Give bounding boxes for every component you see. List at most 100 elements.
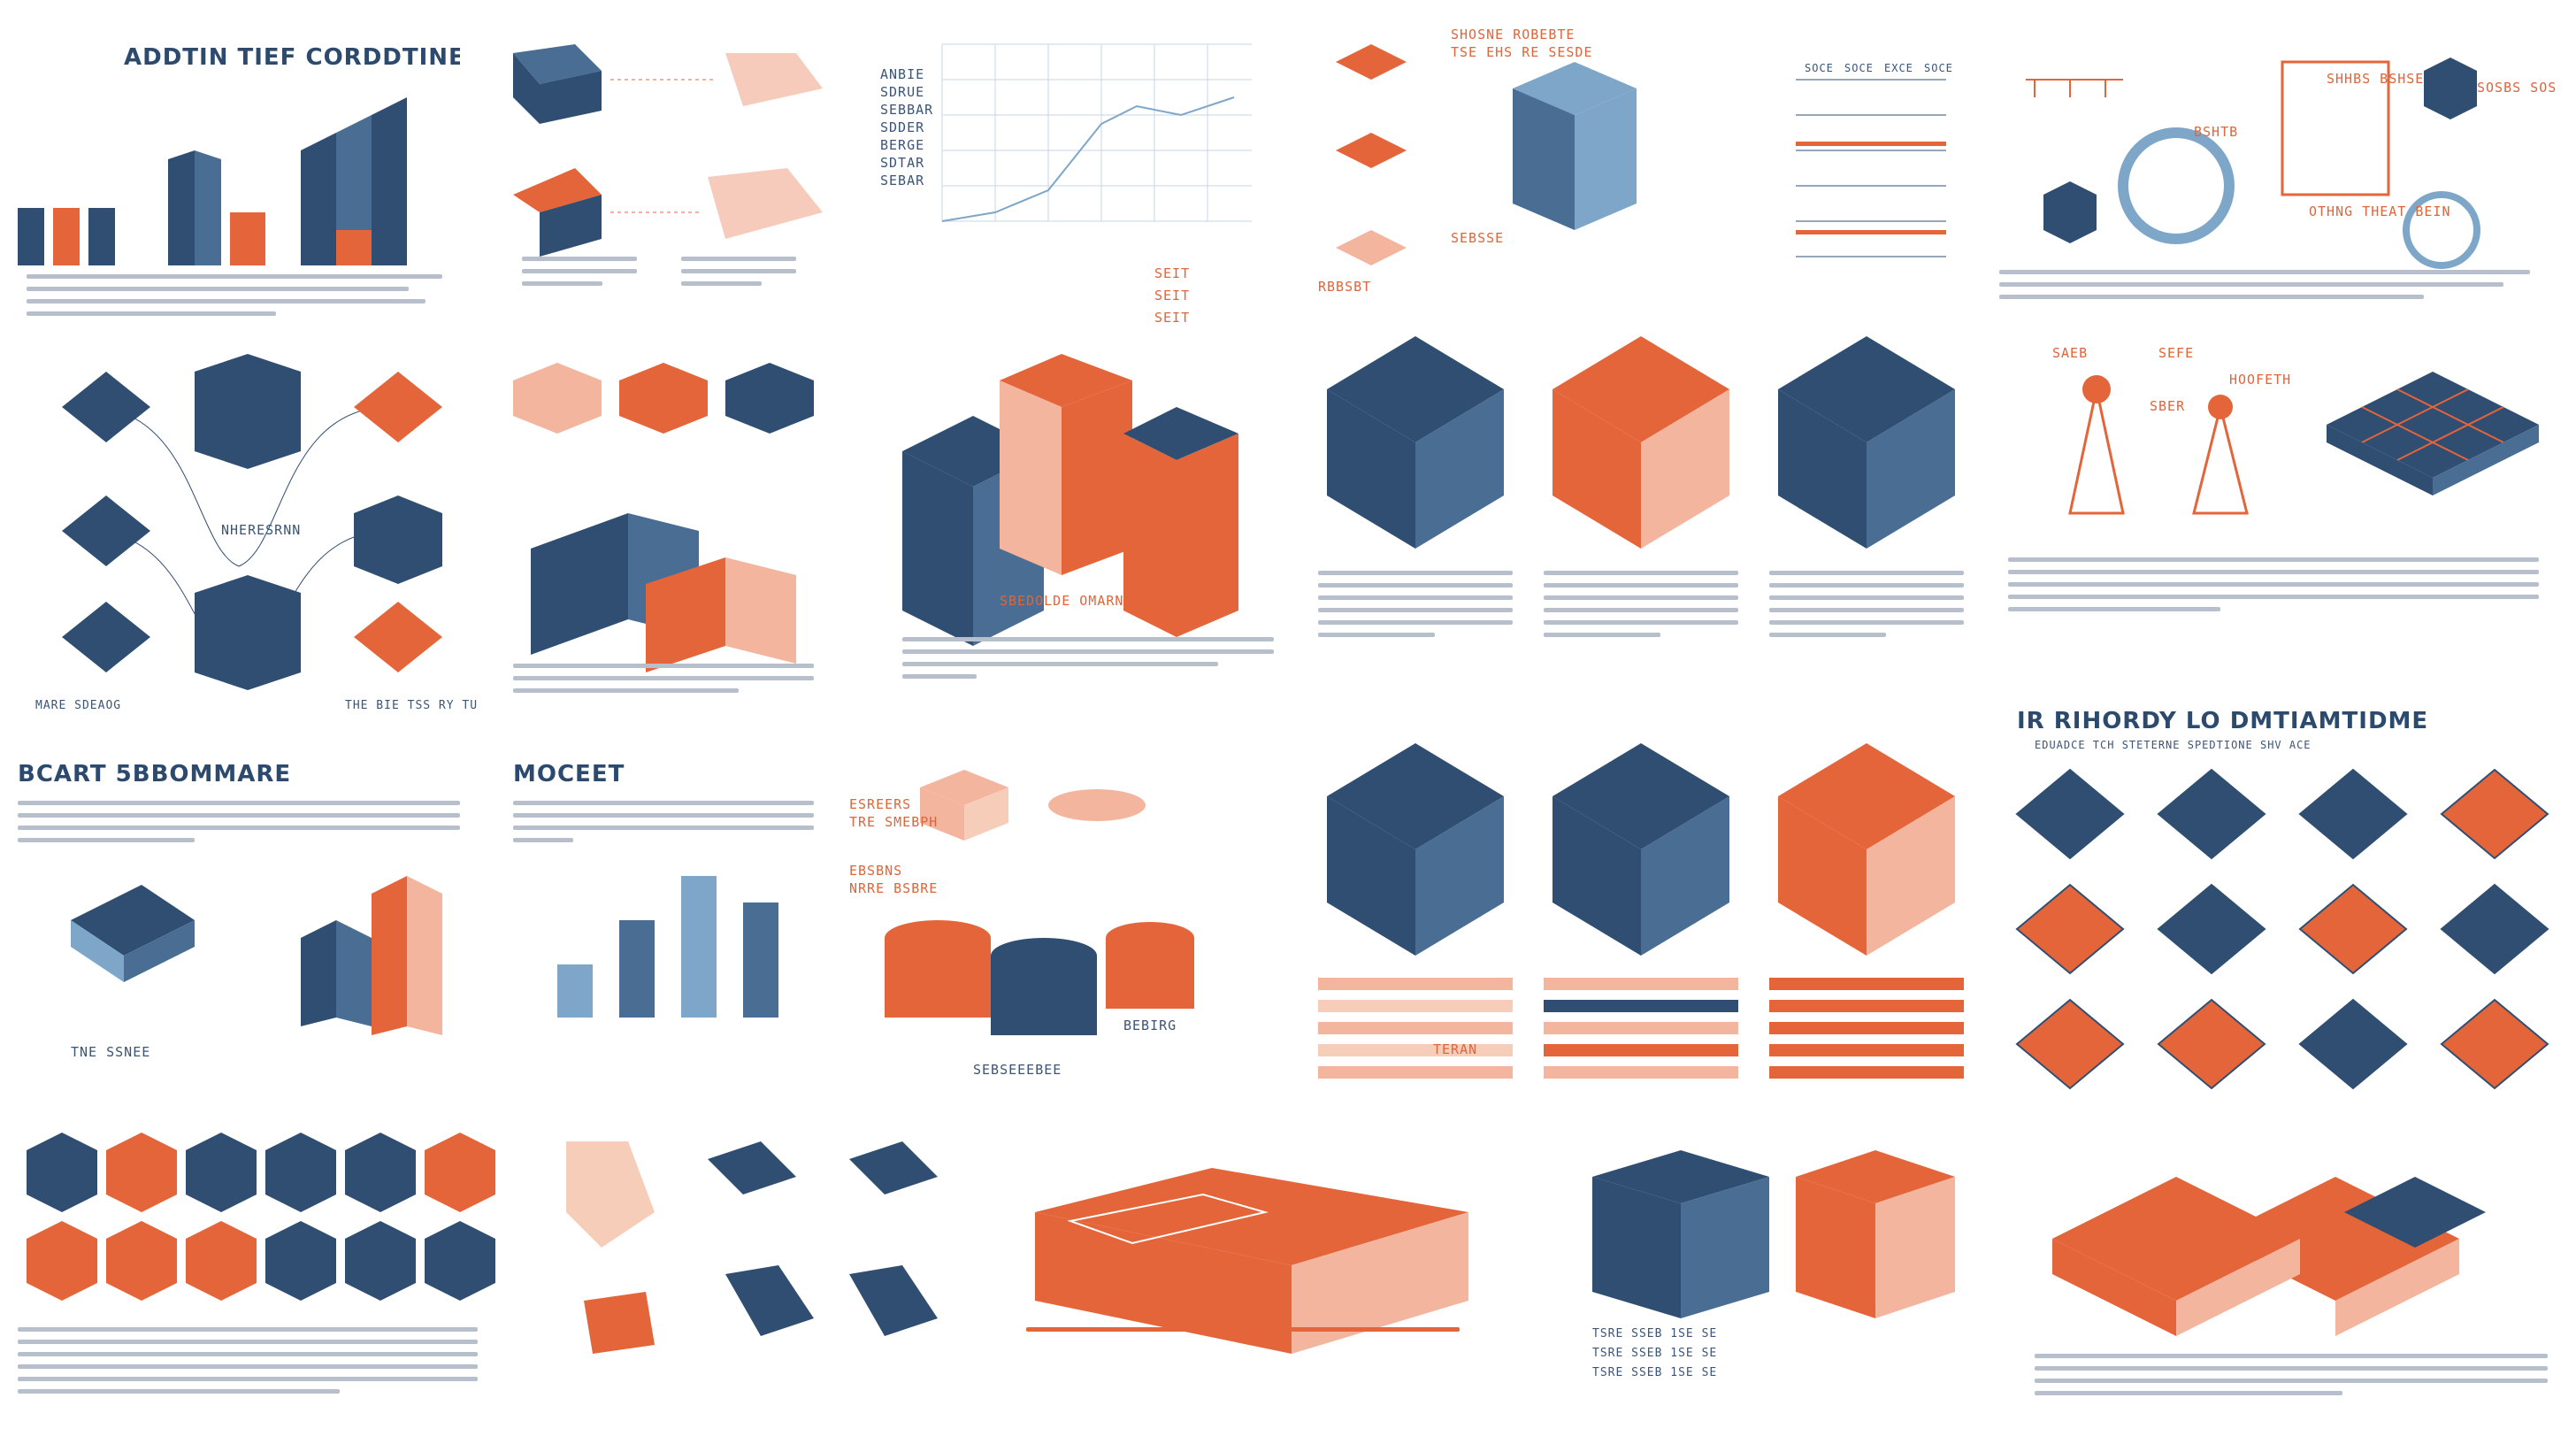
label: BEBIRG [1123,1018,1177,1033]
data-row: TSRE SSEB 1SE SE [1592,1366,1718,1379]
isometric-platform-icon [1035,1168,1468,1354]
legend-label: SEIT [1154,288,1191,303]
label: SAEB [2052,345,2089,361]
tile-title: ADDTIN TIEF CORDDTINE [124,44,460,71]
tile-title: MOCEET [513,761,625,787]
grid-platform-icon [2068,372,2539,515]
label: SEBSEEEBEE [973,1062,1062,1078]
label: TSE EHS RE SESDE [1451,44,1593,60]
subtitle: EDUADCE TCH STETERNE SPEDTIONE SHV ACE [2035,739,2312,751]
tile-8 [495,354,849,726]
text-block [27,274,442,324]
text-block [1265,1327,1460,1340]
stacked-server-icon [71,876,442,1035]
legend-label: SEIT [1154,265,1191,281]
pale-box-icon [1336,44,1637,265]
text-block [513,664,814,701]
navy-cube-icon [1592,1150,1955,1318]
tile-7: NHERESRNN MARE SDEAOG THE BIE TSS RY TUH… [18,354,478,726]
label: HOOFETH [2229,372,2292,388]
tile-10 [1318,336,1522,726]
network-ring-icon [2026,58,2480,269]
text-block [2035,1354,2548,1403]
navy-cube-icon [1327,336,1504,549]
text-block [1999,270,2530,307]
table-header: SOCE [1805,62,1834,74]
text-block [18,1327,478,1402]
axis-label: SEBAR [880,173,925,188]
tile-title: BCART 5BBOMMARE [18,761,292,787]
cube-network-icon [62,354,442,690]
tower-cube-icon [902,354,1238,646]
tile-22 [548,1124,955,1425]
cube-pattern-icon [27,1133,495,1301]
tile-16: ESREERS TRE SMEBPH EBSBNS NRRE BSBRE BEB… [849,761,1221,1097]
label: NRRE BSBRE [849,880,939,896]
text-block [513,801,814,850]
axis-label: SDDER [880,119,925,135]
axis-label: SDTAR [880,155,925,171]
text-block [522,257,637,294]
tile-11 [1544,336,1747,726]
isometric-platform-icon [2052,1177,2486,1336]
bar-stack-icon [18,97,407,265]
label: SEBSSE [1451,230,1505,246]
tile-9: SBEDOLDE OMARNE [885,345,1292,726]
text-block [1544,571,1738,645]
hatched-cube-icon [566,1141,938,1354]
orange-cube-icon [1769,743,1964,1079]
tile-21 [18,1124,495,1425]
data-row: TSRE SSEB 1SE SE [1592,1327,1718,1340]
tile-25 [2035,1141,2557,1425]
label: EBSBNS [849,863,903,879]
label: SBEDOLDE OMARNE [1000,593,1133,609]
text-block [681,257,796,294]
table-header: EXCE [1884,62,1913,74]
label: SEFE [2158,345,2195,361]
axis-label: ANBIE [880,66,925,82]
tile-2 [495,35,867,345]
axis-label: SEBBAR [880,102,934,118]
label: TNE SSNEE [71,1044,151,1060]
table-header: SOCE [1924,62,1953,74]
text-block [1026,1327,1221,1340]
tile-13: SAEB SEFE SBER HOOFETH [1999,336,2557,726]
bar-chart-icon [557,876,778,1018]
text-block [18,801,460,850]
tile-5: SOCE SOCE EXCE SOCE [1734,53,1964,319]
data-row: TSRE SSEB 1SE SE [1592,1347,1718,1360]
tile-20: IR RIHORDY LO DMTIAMTIDME EDUADCE TCH ST… [1999,708,2565,1115]
navy-cube-icon [1778,336,1955,549]
text-block [902,637,1274,687]
label: BSHTB [2194,124,2239,140]
label: SOSBS SOSSE [2477,80,2557,96]
table-grid-icon [1796,79,1946,257]
text-block [2008,557,2539,619]
table-header: SOCE [1844,62,1874,74]
label: SBER [2150,398,2186,414]
navy-cube-icon [1544,743,1738,1079]
axis-label: SDRUE [880,84,925,100]
text-block [1318,571,1513,645]
orange-cube-icon [1552,336,1729,549]
server-rack-icon [513,363,814,672]
tile-23 [1000,1141,1495,1425]
label: ESREERS [849,796,912,812]
diamond-lattice-icon [2015,768,2549,1090]
center-label: NHERESRNN [221,522,302,538]
label: TRE SMEBPH [849,814,939,830]
tile-14: BCART 5BBOMMARE TNE SSNEE [18,761,478,1062]
cylinder-icon [885,770,1194,1035]
tile-24: TSRE SSEB 1SE SE TSRE SSEB 1SE SE TSRE S… [1583,1141,1955,1425]
line-chart-icon [941,43,1252,222]
tile-17: TERAN [1318,743,1522,1115]
text-block [1769,571,1964,645]
legend-label: SEIT [1154,310,1191,326]
label: SHHBS BSHSE [2327,71,2425,87]
tile-19 [1769,743,1973,1115]
label: SHOSNE ROBEBTE [1451,27,1576,42]
label: OTHNG THEAT BEIN [2309,204,2451,219]
tile-3: ANBIE SDRUE SEBBAR SDDER BERGE SDTAR SEB… [880,27,1287,345]
footer-label: MARE SDEAOG [35,699,122,712]
navy-cube-icon [1318,743,1513,1079]
